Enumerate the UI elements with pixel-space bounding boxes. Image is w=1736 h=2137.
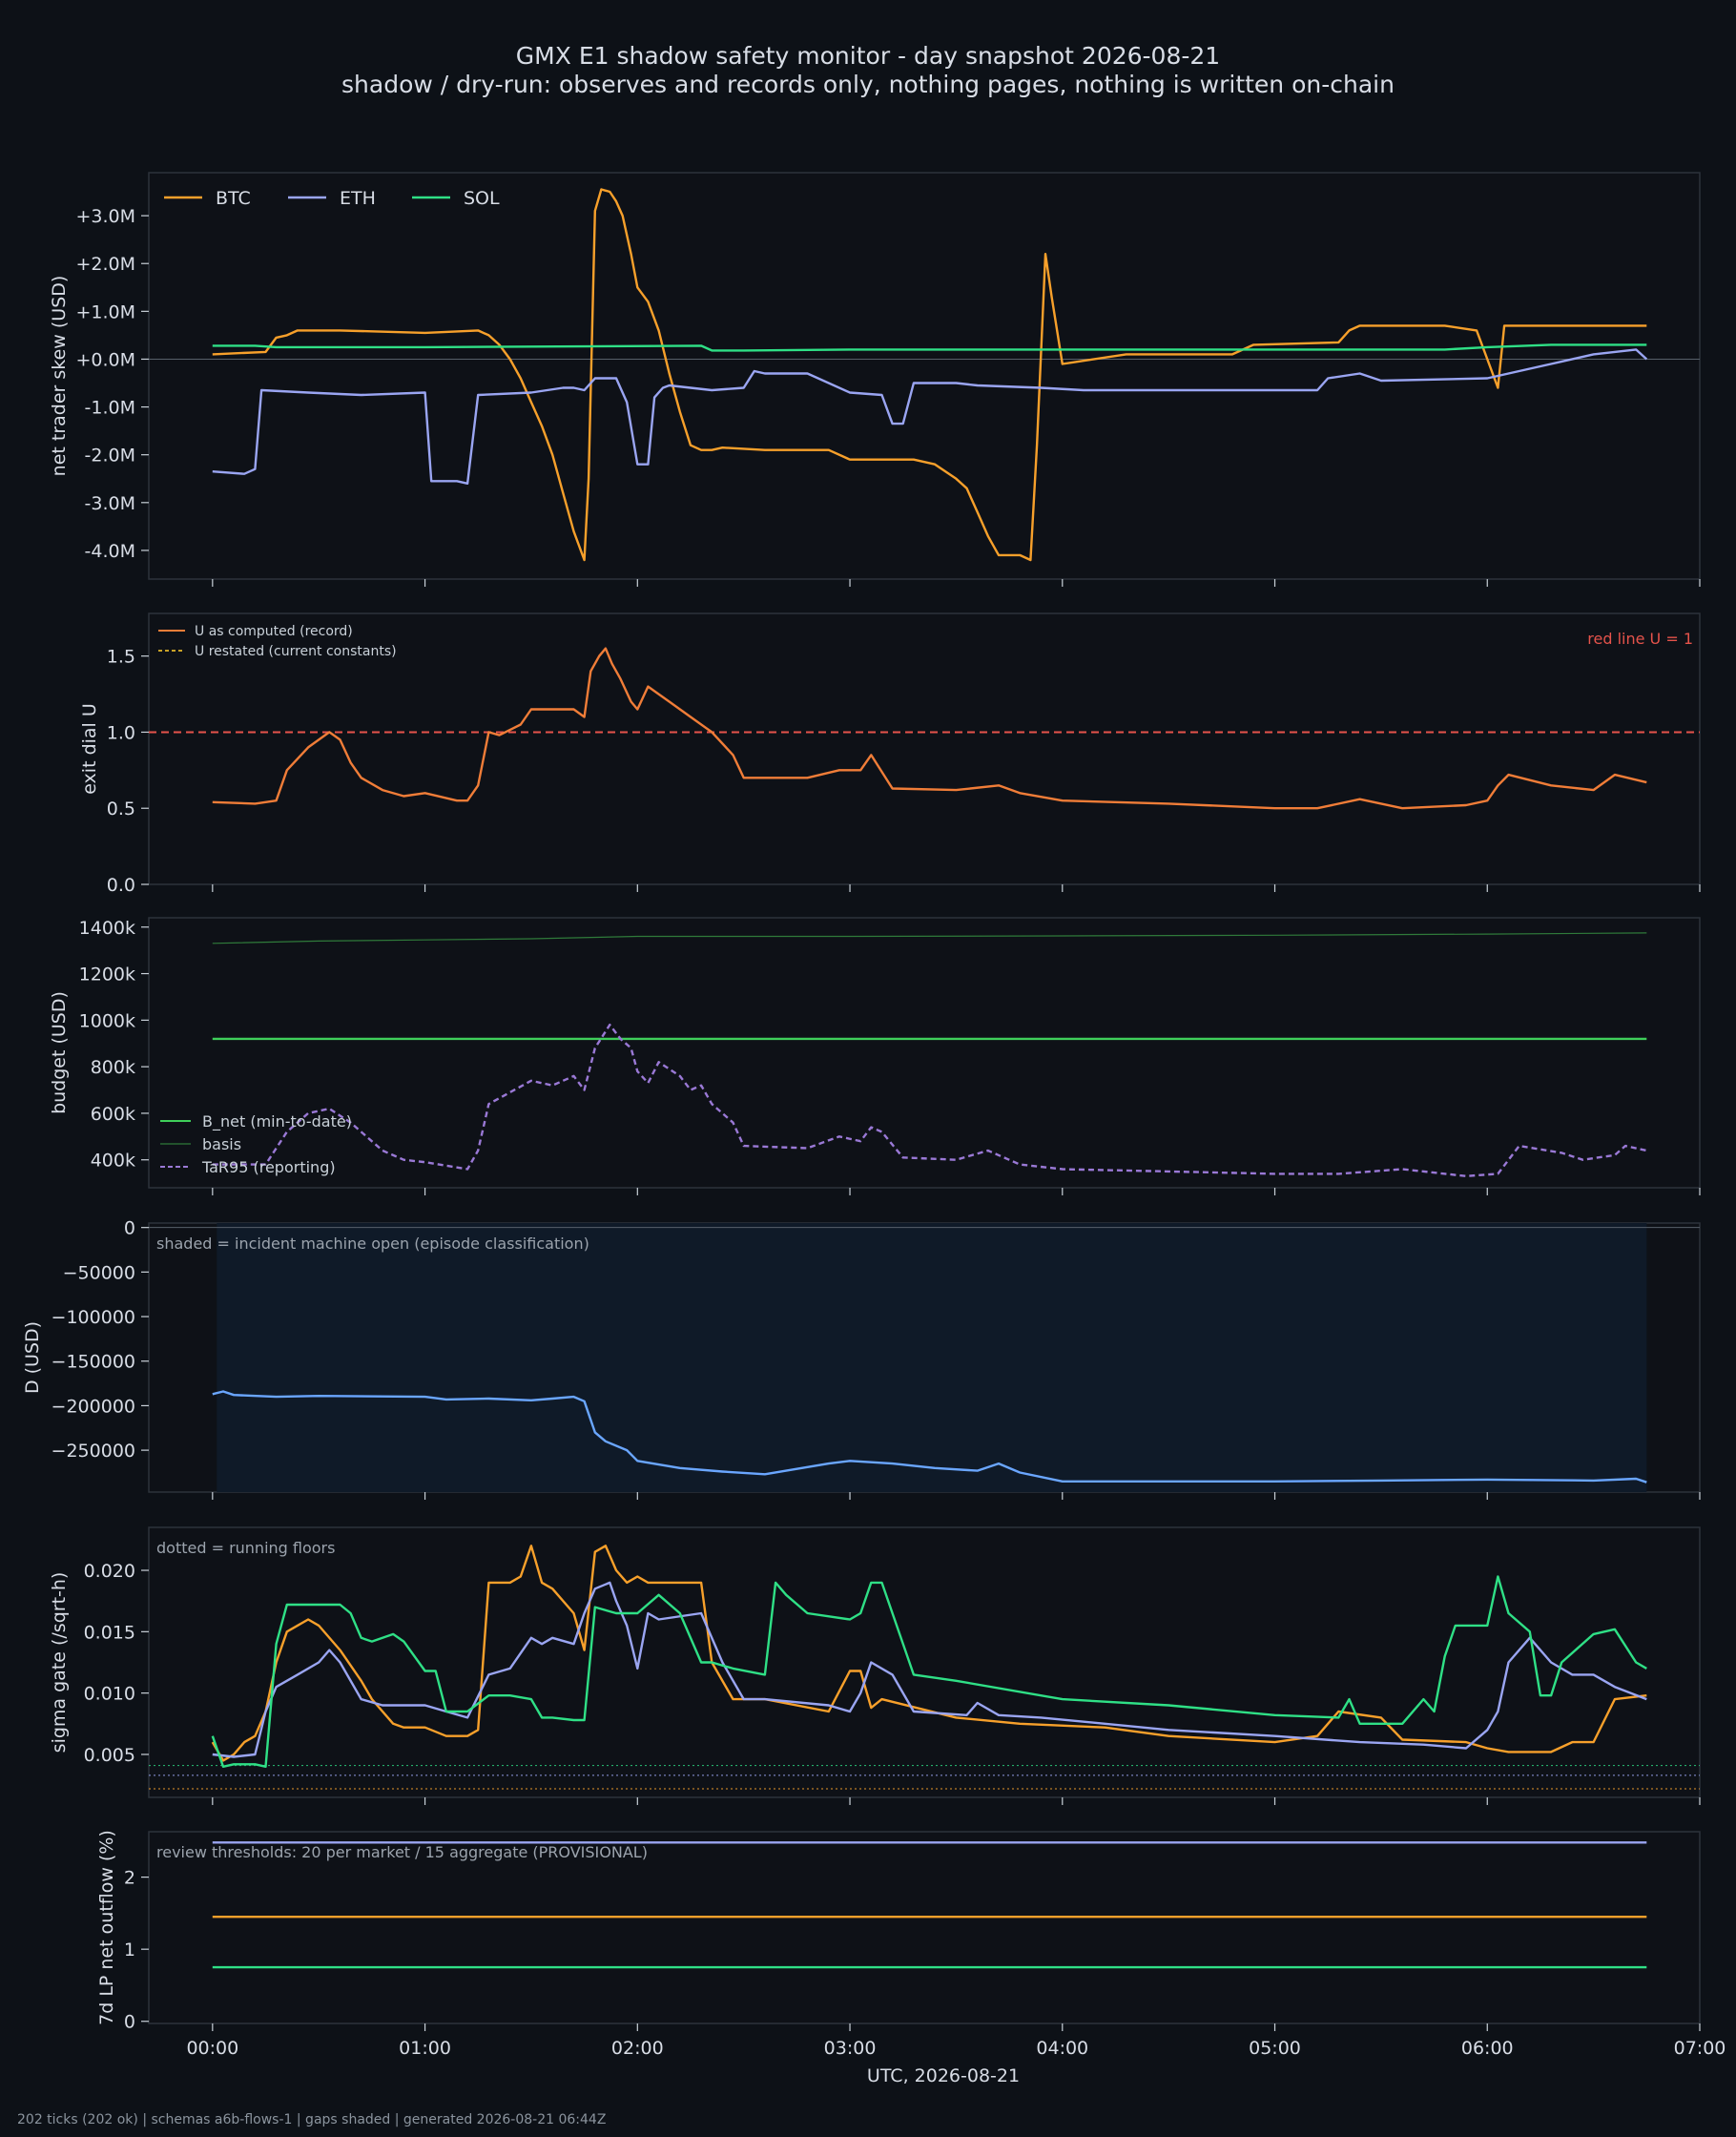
y-axis-label: budget (USD)	[49, 991, 70, 1114]
x-tick-label: 07:00	[1674, 2038, 1726, 2059]
y-tick-label: +0.0M	[75, 349, 135, 370]
y-tick-label: −50000	[63, 1262, 135, 1283]
y-tick-label: −150000	[52, 1352, 135, 1373]
legend-label: SOL	[464, 188, 500, 209]
x-tick-label: 00:00	[186, 2038, 238, 2059]
panel-frame	[148, 1831, 1701, 2024]
y-tick-label: -3.0M	[85, 493, 135, 514]
panel-drawdown: 0 −50000 −100000 −150000 −200000 −250000 D (US…	[22, 1218, 1701, 1500]
x-tick-label: 01:00	[399, 2038, 451, 2059]
series-line-eth	[212, 348, 1648, 485]
x-tick-label: 02:00	[611, 2038, 664, 2059]
footer-status: 202 ticks (202 ok) | schemas a6b-flows-1…	[17, 2112, 607, 2127]
y-tick-label: -1.0M	[85, 398, 135, 419]
panel-lp_outflow: 0 1 2 7d LP net outflow (%) review threshold…	[96, 1830, 1701, 2033]
series-line-btc	[211, 1545, 1647, 1762]
legend-label: BTC	[216, 188, 251, 209]
y-tick-label: 0.010	[84, 1684, 135, 1705]
y-tick-label: 1.5	[107, 647, 135, 668]
panel-exit_dial: 0.0 0.5 1.0 1.5 exit dial U red line U = 1 U a…	[79, 612, 1701, 896]
y-tick-label: +3.0M	[75, 206, 135, 227]
y-tick-label: 1.0	[107, 722, 135, 743]
y-tick-label: -4.0M	[85, 541, 135, 562]
y-axis-label: D (USD)	[22, 1321, 43, 1394]
y-tick-label: −250000	[52, 1441, 135, 1462]
panel-budget: 400k 600k 800k 1000k 1200k 1400k budget (USD) B…	[49, 917, 1701, 1195]
series-line-eth	[212, 1581, 1647, 1758]
y-tick-label: 1000k	[79, 1010, 135, 1031]
y-tick-label: 1200k	[79, 965, 135, 986]
y-tick-label: 1400k	[79, 918, 135, 939]
threshold-label: red line U = 1	[1587, 630, 1693, 648]
y-axis-label: net trader skew (USD)	[49, 276, 70, 477]
y-axis-label: sigma gate (/sqrt-h)	[49, 1572, 70, 1753]
y-tick-label: +2.0M	[75, 254, 135, 275]
panel-sigma_gate: 0.005 0.010 0.015 0.020 sigma gate (/sqrt-h)…	[49, 1526, 1701, 1805]
panel-annotation: review thresholds: 20 per market / 15 ag…	[156, 1843, 648, 1861]
y-tick-label: 0.015	[84, 1622, 135, 1643]
series-line-d	[212, 1390, 1647, 1483]
y-tick-label: 1	[124, 1940, 135, 1961]
series-line-basis	[212, 932, 1647, 944]
y-tick-label: 0	[124, 2012, 135, 2033]
legend-label: U restated (current constants)	[195, 644, 397, 659]
y-tick-label: 800k	[91, 1057, 135, 1078]
legend-label: ETH	[340, 188, 376, 209]
series-line-sol	[212, 343, 1647, 352]
y-tick-label: 0	[124, 1218, 135, 1239]
y-axis-label: 7d LP net outflow (%)	[96, 1830, 117, 2025]
panel-frame	[148, 917, 1701, 1189]
panel-frame	[148, 1526, 1701, 1798]
legend-label: basis	[202, 1135, 241, 1153]
y-tick-label: −100000	[52, 1307, 135, 1328]
y-tick-label: 2	[124, 1868, 135, 1889]
x-tick-label: 06:00	[1461, 2038, 1514, 2059]
panel-skew: +3.0M +2.0M +1.0M +0.0M -1.0M -2.0M -3.0M -4.0M…	[49, 172, 1701, 587]
x-tick-label: 04:00	[1036, 2038, 1088, 2059]
y-tick-label: 0.0	[107, 875, 135, 896]
legend-label: U as computed (record)	[195, 624, 353, 639]
y-tick-label: 0.005	[84, 1745, 135, 1766]
y-tick-label: -2.0M	[85, 446, 135, 467]
y-tick-label: +1.0M	[75, 301, 135, 322]
y-tick-label: 400k	[91, 1151, 135, 1172]
y-axis-label: exit dial U	[79, 703, 100, 795]
x-tick-label: 03:00	[824, 2038, 877, 2059]
y-tick-label: 0.5	[107, 799, 135, 820]
y-tick-label: 0.020	[84, 1561, 135, 1582]
legend-label: B_net (min-to-date)	[202, 1112, 352, 1131]
legend-label: TaR95 (reporting)	[201, 1158, 336, 1176]
y-tick-label: 600k	[91, 1104, 135, 1125]
panel-frame	[148, 612, 1701, 885]
series-line-sol	[211, 1575, 1647, 1769]
series-line-tar95-reporting-	[212, 1023, 1647, 1178]
panel-annotation: shaded = incident machine open (episode …	[156, 1234, 589, 1253]
chart-subtitle: shadow / dry-run: observes and records o…	[341, 71, 1395, 98]
x-axis-label: UTC, 2026-08-21	[867, 2065, 1020, 2086]
y-tick-label: −200000	[52, 1396, 135, 1417]
chart-title: GMX E1 shadow safety monitor - day snaps…	[515, 42, 1221, 70]
panel-annotation: dotted = running floors	[156, 1539, 335, 1557]
series-line-btc	[212, 188, 1647, 562]
incident-shade	[217, 1223, 1647, 1492]
x-tick-label: 05:00	[1249, 2038, 1301, 2059]
panel-frame	[148, 172, 1701, 580]
series-line-u-as-computed-record-	[212, 647, 1647, 810]
